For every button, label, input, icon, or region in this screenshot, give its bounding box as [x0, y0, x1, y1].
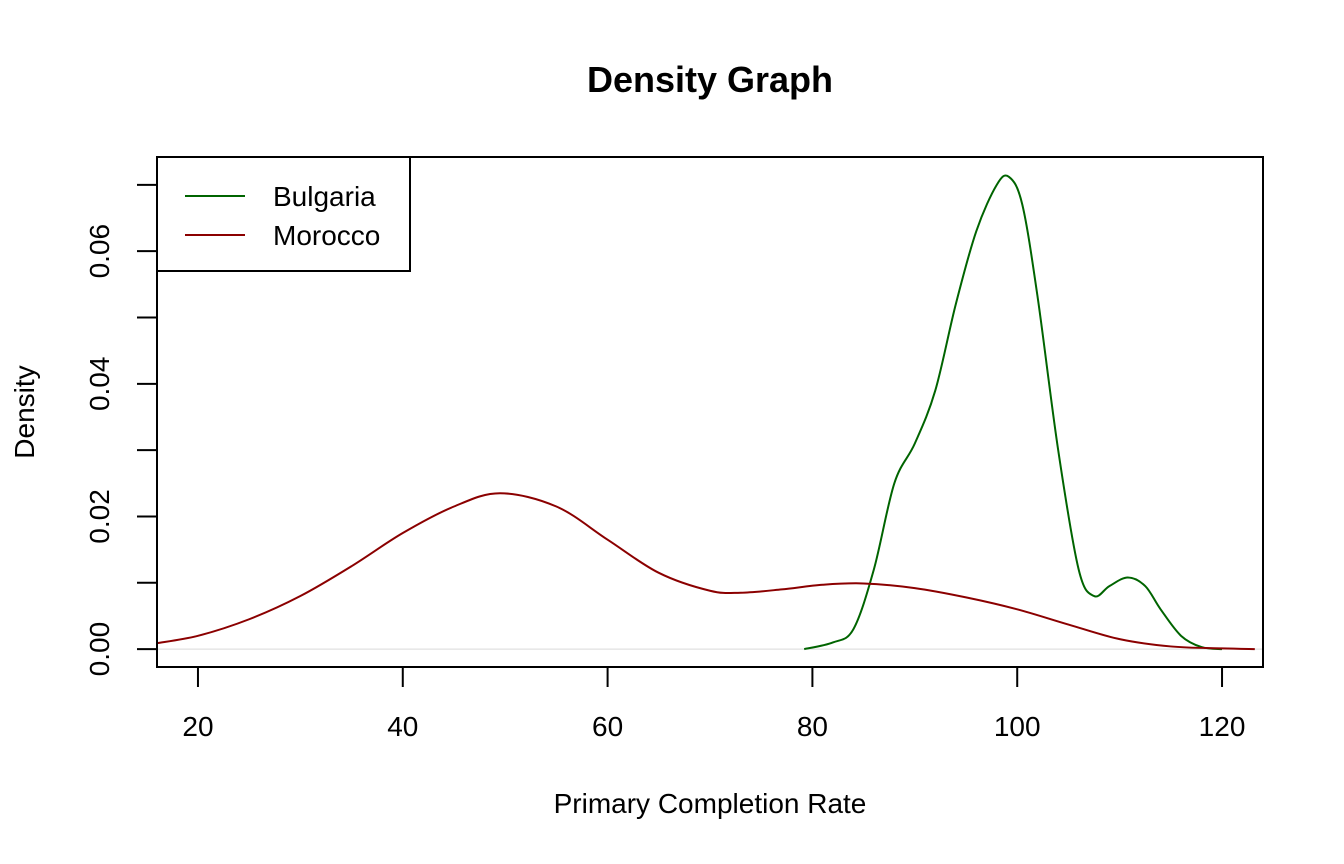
x-tick-label: 40 — [387, 711, 418, 742]
y-tick-label: 0.04 — [84, 357, 115, 412]
legend-label-morocco: Morocco — [273, 220, 380, 251]
x-axis: 20 40 60 80 100 120 — [182, 666, 1246, 742]
series-line-morocco — [156, 492, 1255, 651]
x-tick-label: 120 — [1199, 711, 1246, 742]
x-tick-label: 60 — [592, 711, 623, 742]
y-axis-label: Density — [9, 365, 40, 458]
series-line-bulgaria — [803, 174, 1223, 651]
x-tick-label: 100 — [994, 711, 1041, 742]
y-tick-label: 0.06 — [84, 224, 115, 278]
chart-title: Density Graph — [587, 59, 833, 100]
y-axis: 0.00 0.02 0.04 0.06 — [84, 183, 158, 677]
y-tick-label: 0.02 — [84, 489, 115, 544]
x-axis-label: Primary Completion Rate — [554, 788, 867, 819]
series-layer — [156, 174, 1255, 651]
legend-box — [156, 156, 411, 272]
y-tick-label: 0.00 — [84, 622, 115, 677]
x-tick-label: 20 — [182, 711, 213, 742]
legend-label-bulgaria: Bulgaria — [273, 181, 376, 212]
x-tick-label: 80 — [797, 711, 828, 742]
legend: Bulgaria Morocco — [156, 156, 411, 272]
